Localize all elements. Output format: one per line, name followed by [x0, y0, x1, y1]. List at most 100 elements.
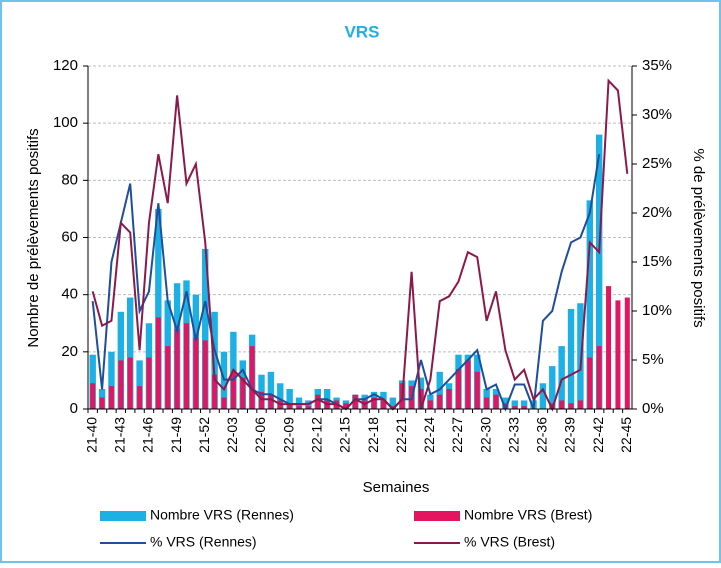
y2-tick-label: 20%: [642, 204, 672, 221]
bar: [615, 300, 621, 409]
x-axis-label: Semaines: [363, 479, 430, 496]
bar: [502, 403, 508, 409]
bar: [212, 374, 218, 409]
x-tick-label: 22-12: [308, 417, 324, 453]
y-axis-label: Nombre de prélèvements positifs: [25, 128, 42, 347]
bar: [193, 337, 199, 409]
legend-swatch: [414, 511, 460, 521]
bar: [305, 406, 311, 409]
bar: [183, 323, 189, 409]
line: [91, 78, 629, 412]
x-tick-label: 22-27: [449, 417, 465, 453]
bar: [596, 346, 602, 409]
y2-tick-label: 5%: [642, 351, 664, 368]
bar: [586, 200, 593, 409]
bar: [624, 297, 630, 409]
bar: [380, 400, 386, 409]
bar: [108, 386, 114, 409]
bar: [446, 388, 452, 409]
x-tick-label: 22-36: [534, 417, 550, 453]
bar: [89, 354, 96, 409]
bar: [287, 403, 293, 409]
bar: [595, 134, 603, 409]
bar: [267, 371, 275, 409]
bar: [567, 308, 575, 409]
x-tick-label: 22-45: [618, 417, 634, 453]
y-tick-label: 20: [61, 343, 78, 360]
x-tick-label: 22-42: [590, 417, 606, 453]
x-tick-label: 21-46: [140, 417, 156, 453]
bar: [371, 397, 377, 409]
y2-tick-label: 35%: [642, 57, 672, 74]
bar: [202, 340, 208, 409]
bar: [587, 357, 593, 409]
bar: [437, 394, 443, 409]
bar: [211, 311, 218, 409]
bar: [240, 377, 246, 409]
x-tick-label: 22-09: [280, 417, 296, 453]
y2-tick-label: 25%: [642, 155, 672, 172]
y-tick-label: 80: [61, 171, 78, 188]
bar: [165, 346, 171, 409]
bar: [539, 383, 547, 409]
bar: [511, 400, 518, 409]
bar: [465, 360, 471, 409]
x-tick-label: 22-33: [505, 417, 521, 453]
x-tick-label: 22-39: [562, 417, 578, 453]
y-tick-label: 40: [61, 286, 78, 303]
x-tick-label: 22-24: [421, 417, 437, 453]
y2-tick-label: 10%: [642, 302, 672, 319]
bar: [558, 346, 565, 409]
bar: [606, 286, 612, 409]
bar: [577, 400, 583, 409]
x-tick-label: 22-21: [393, 417, 409, 453]
bar: [568, 403, 574, 409]
bar: [268, 394, 274, 409]
legend-label: Nombre VRS (Brest): [464, 507, 592, 523]
bar: [455, 368, 461, 409]
bar: [474, 371, 480, 409]
y-tick-label: 120: [53, 57, 78, 74]
bar: [155, 208, 162, 409]
y2-tick-label: 15%: [642, 253, 672, 270]
bar: [296, 406, 302, 409]
y-tick-label: 60: [61, 228, 78, 245]
chart-title: VRS: [345, 22, 380, 41]
legend-swatch: [100, 511, 146, 521]
bar: [559, 400, 565, 409]
bar: [259, 391, 265, 409]
bar: [484, 397, 490, 409]
bar: [493, 394, 499, 409]
bar: [127, 357, 133, 409]
x-tick-label: 21-40: [83, 417, 99, 453]
bar: [99, 397, 105, 409]
x-tick-label: 22-06: [252, 417, 268, 453]
x-tick-label: 21-49: [168, 417, 184, 453]
bar: [520, 400, 528, 409]
bar: [352, 394, 358, 409]
x-tick-label: 22-30: [477, 417, 493, 453]
y2-tick-label: 0%: [642, 400, 664, 417]
y-tick-label: 0: [70, 400, 78, 417]
bar: [127, 297, 134, 409]
bar: [146, 357, 152, 409]
bar: [136, 360, 143, 409]
x-tick-label: 22-03: [224, 417, 240, 453]
y2-axis-label: % de prélèvements positifs: [690, 148, 707, 327]
bar: [389, 397, 397, 409]
bar: [155, 317, 161, 409]
bar: [230, 371, 236, 409]
y2-tick-label: 30%: [642, 106, 672, 123]
bar: [108, 351, 115, 409]
bar: [521, 406, 527, 409]
bar: [549, 366, 556, 409]
x-tick-label: 21-43: [112, 417, 128, 453]
x-tick-label: 21-52: [196, 417, 212, 453]
bar: [249, 346, 255, 409]
x-tick-label: 22-18: [365, 417, 381, 453]
bar: [202, 248, 209, 409]
legend-label: % VRS (Brest): [464, 534, 555, 550]
bar: [118, 360, 124, 409]
bar: [512, 406, 518, 409]
